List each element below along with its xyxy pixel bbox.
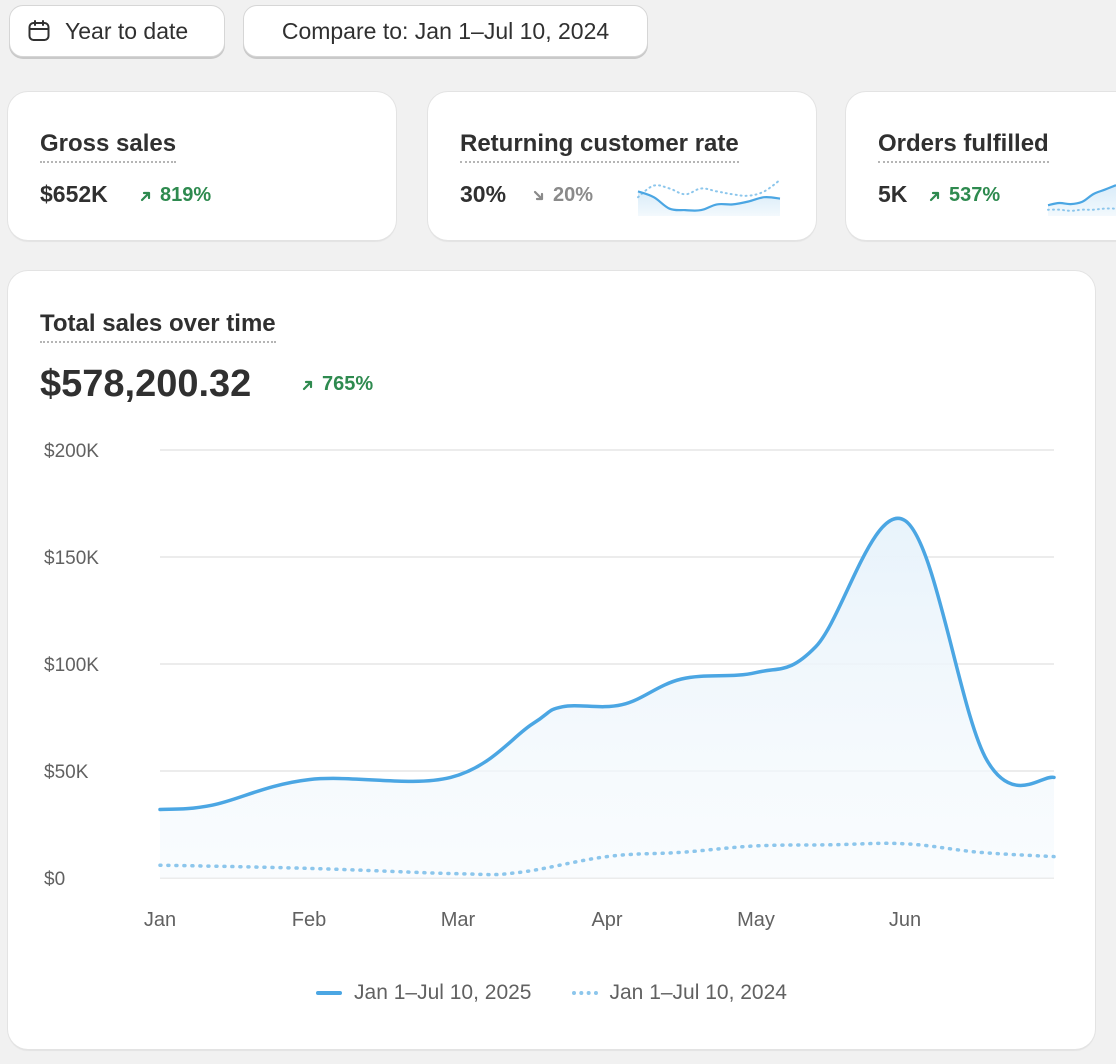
y-tick-label: $150K <box>44 548 99 569</box>
kpi-card-gross-sales[interactable]: Gross sales $652K 819% <box>8 92 396 240</box>
legend-label: Jan 1–Jul 10, 2024 <box>609 981 787 1004</box>
dotted-line-swatch <box>571 991 598 995</box>
kpi-delta: 819% <box>139 184 211 207</box>
total-sales-value: $578,200.32 <box>40 363 252 405</box>
kpi-title[interactable]: Gross sales <box>40 130 177 163</box>
kpi-value: 5K <box>878 181 908 207</box>
kpi-delta-value: 819% <box>160 184 212 206</box>
sparkline-current <box>1047 184 1116 207</box>
x-tick-label: Jan <box>144 909 176 931</box>
chart-title[interactable]: Total sales over time <box>40 310 276 343</box>
sparkline-area <box>638 191 780 216</box>
total-sales-chart: $0 $50K $100K $150K $200K Jan Feb Mar Apr May Jun <box>44 441 1056 931</box>
returning-customer-rate-sparkline <box>637 178 781 216</box>
kpi-value: $652K <box>40 181 108 207</box>
series-line-current <box>158 516 1056 812</box>
kpi-delta-value: 537% <box>949 184 1001 206</box>
x-tick-label: Mar <box>441 909 476 931</box>
series-area-current <box>160 518 1054 878</box>
sparkline-comparison <box>1047 207 1116 212</box>
sparkline-current <box>637 190 781 212</box>
date-range-label: Year to date <box>65 17 189 44</box>
arrow-up-right-icon <box>302 380 313 390</box>
arrow-up-right-icon <box>929 191 940 201</box>
x-tick-label: Feb <box>292 909 326 931</box>
kpi-value: 30% <box>460 181 507 207</box>
arrow-down-right-icon <box>533 190 544 200</box>
date-range-button[interactable]: Year to date <box>9 5 225 57</box>
sparkline-comparison <box>637 178 781 199</box>
y-tick-label: $100K <box>44 655 99 676</box>
arrow-up-right-icon <box>140 191 151 201</box>
legend-item-current[interactable]: Jan 1–Jul 10, 2025 <box>316 981 532 1005</box>
y-tick-label: $0 <box>44 869 65 890</box>
compare-label: Compare to: Jan 1–Jul 10, 2024 <box>281 17 610 44</box>
series-line-comparison <box>158 841 1056 877</box>
total-sales-delta-value: 765% <box>322 373 374 395</box>
orders-fulfilled-sparkline <box>1047 184 1116 216</box>
compare-button[interactable]: Compare to: Jan 1–Jul 10, 2024 <box>243 5 648 57</box>
total-sales-delta: 765% <box>301 373 373 396</box>
kpi-title[interactable]: Returning customer rate <box>460 130 739 163</box>
total-sales-card: Total sales over time $578,200.32 765% $… <box>8 271 1095 1049</box>
chart-legend: Jan 1–Jul 10, 2025 Jan 1–Jul 10, 2024 <box>8 981 1095 1005</box>
kpi-card-returning-customer-rate[interactable]: Returning customer rate 30% 20% <box>428 92 816 240</box>
y-tick-label: $50K <box>44 762 89 783</box>
solid-line-swatch <box>316 991 343 995</box>
legend-label: Jan 1–Jul 10, 2025 <box>354 981 532 1004</box>
calendar-icon <box>28 20 50 41</box>
kpi-delta: 20% <box>532 184 593 207</box>
kpi-delta-value: 20% <box>553 184 594 206</box>
kpi-delta: 537% <box>928 184 1000 207</box>
legend-item-comparison[interactable]: Jan 1–Jul 10, 2024 <box>571 981 787 1005</box>
x-tick-label: Apr <box>591 909 622 931</box>
kpi-title[interactable]: Orders fulfilled <box>878 130 1049 163</box>
kpi-card-orders-fulfilled[interactable]: Orders fulfilled 5K 537% <box>846 92 1116 240</box>
y-tick-label: $200K <box>44 441 99 462</box>
x-tick-label: May <box>737 909 775 931</box>
x-tick-label: Jun <box>889 909 921 931</box>
